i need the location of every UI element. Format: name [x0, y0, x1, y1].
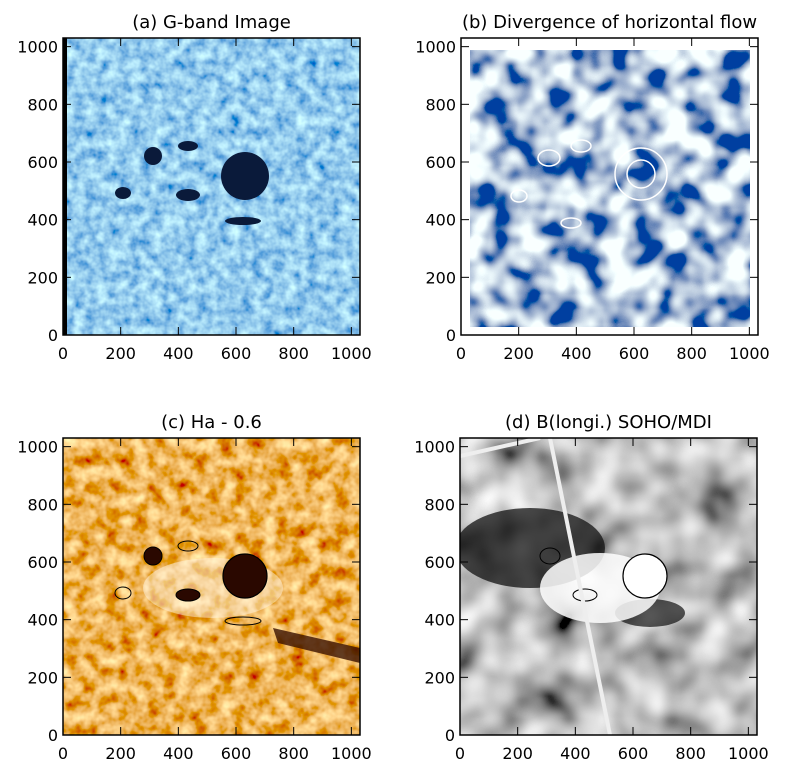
x-tick-label: 200 — [105, 744, 136, 763]
panel-d: (d) B(longi.) SOHO/MDI 0 200 400 600 800 1000 0… — [414, 412, 768, 763]
contour — [560, 217, 582, 229]
contour — [224, 616, 262, 626]
y-tick-label: 0 — [48, 326, 58, 345]
y-tick-label: 200 — [424, 668, 455, 687]
y-tick-label: 200 — [425, 268, 456, 287]
panel-a: (a) G-band Image 0 200 400 600 800 1000 0 200 400… — [17, 12, 371, 363]
y-tick-label: 600 — [425, 153, 456, 172]
edge — [63, 38, 67, 335]
x-tick-label: 400 — [163, 344, 194, 363]
artifact-line — [548, 438, 612, 735]
x-tick-label: 400 — [560, 744, 591, 763]
panel-title: (a) G-band Image — [132, 12, 291, 33]
panel-title: (c) Ha - 0.6 — [161, 412, 262, 433]
image-texture — [63, 38, 360, 335]
y-tick-label: 0 — [446, 326, 456, 345]
x-tick-label: 800 — [278, 344, 309, 363]
y-tick-label: 600 — [27, 153, 58, 172]
contour — [539, 547, 561, 565]
x-tick-label: 1000 — [331, 344, 372, 363]
x-tick-label: 200 — [105, 344, 136, 363]
x-tick-label: 1000 — [331, 744, 372, 763]
x-tick-label: 0 — [455, 744, 465, 763]
panel-title: (d) B(longi.) SOHO/MDI — [505, 412, 712, 433]
sunspot — [221, 152, 269, 200]
panel-title: (b) Divergence of horizontal flow — [462, 12, 757, 33]
x-tick-label: 0 — [456, 344, 466, 363]
contour — [572, 588, 598, 602]
y-tick-label: 800 — [424, 495, 455, 514]
y-tick-label: 1000 — [17, 38, 58, 57]
x-tick-label: 200 — [502, 744, 533, 763]
y-tick-label: 1000 — [17, 438, 58, 457]
x-tick-label: 200 — [503, 344, 534, 363]
y-tick-label: 600 — [424, 553, 455, 572]
x-tick-label: 600 — [221, 344, 252, 363]
image — [63, 38, 360, 335]
x-tick-label: 800 — [675, 744, 706, 763]
y-tick-label: 0 — [445, 726, 455, 745]
pore — [144, 147, 162, 165]
image — [63, 438, 360, 735]
dark-filament — [273, 628, 360, 663]
x-tick-label: 600 — [619, 344, 650, 363]
x-tick-label: 600 — [618, 744, 649, 763]
x-tick-label: 600 — [221, 744, 252, 763]
y-tick-label: 400 — [27, 611, 58, 630]
x-tick-label: 1000 — [729, 344, 770, 363]
contour — [177, 540, 199, 552]
contour — [626, 159, 656, 189]
y-tick-label: 1000 — [414, 438, 455, 457]
x-tick-label: 400 — [163, 744, 194, 763]
y-tick-label: 200 — [27, 268, 58, 287]
x-tick-label: 1000 — [728, 744, 769, 763]
image-texture — [470, 50, 750, 327]
x-tick-label: 800 — [676, 344, 707, 363]
panel-b: (b) Divergence of horizontal flow 0 200 400… — [415, 12, 769, 363]
y-tick-label: 400 — [424, 611, 455, 630]
pore — [143, 546, 163, 566]
panel-c: (c) Ha - 0.6 0 200 400 600 800 1000 0 200 400 600 8… — [17, 412, 371, 763]
x-tick-label: 0 — [58, 344, 68, 363]
pore — [225, 217, 261, 225]
y-tick-label: 1000 — [415, 38, 456, 57]
sunspot-contour — [622, 553, 668, 599]
pore — [175, 588, 201, 602]
plot-frame — [459, 437, 758, 736]
pore — [115, 187, 131, 199]
artifact-line — [460, 438, 541, 458]
y-tick-label: 800 — [27, 495, 58, 514]
plot-frame — [62, 37, 361, 336]
y-tick-label: 800 — [425, 95, 456, 114]
x-tick-label: 0 — [58, 744, 68, 763]
x-tick-label: 800 — [278, 744, 309, 763]
plot-frame — [460, 37, 759, 336]
contour — [614, 147, 668, 201]
y-tick-label: 200 — [27, 668, 58, 687]
image — [460, 438, 757, 735]
pore — [176, 189, 200, 201]
x-tick-label: 400 — [561, 344, 592, 363]
pore — [178, 141, 198, 151]
y-tick-label: 0 — [48, 726, 58, 745]
contour — [510, 189, 528, 203]
image — [461, 38, 758, 335]
contour — [114, 586, 132, 600]
y-tick-label: 400 — [27, 211, 58, 230]
sunspot — [222, 553, 268, 599]
y-tick-label: 800 — [27, 95, 58, 114]
contour — [537, 149, 561, 167]
y-tick-label: 600 — [27, 553, 58, 572]
y-tick-label: 400 — [425, 211, 456, 230]
plot-frame — [62, 437, 361, 736]
contour — [570, 139, 592, 153]
